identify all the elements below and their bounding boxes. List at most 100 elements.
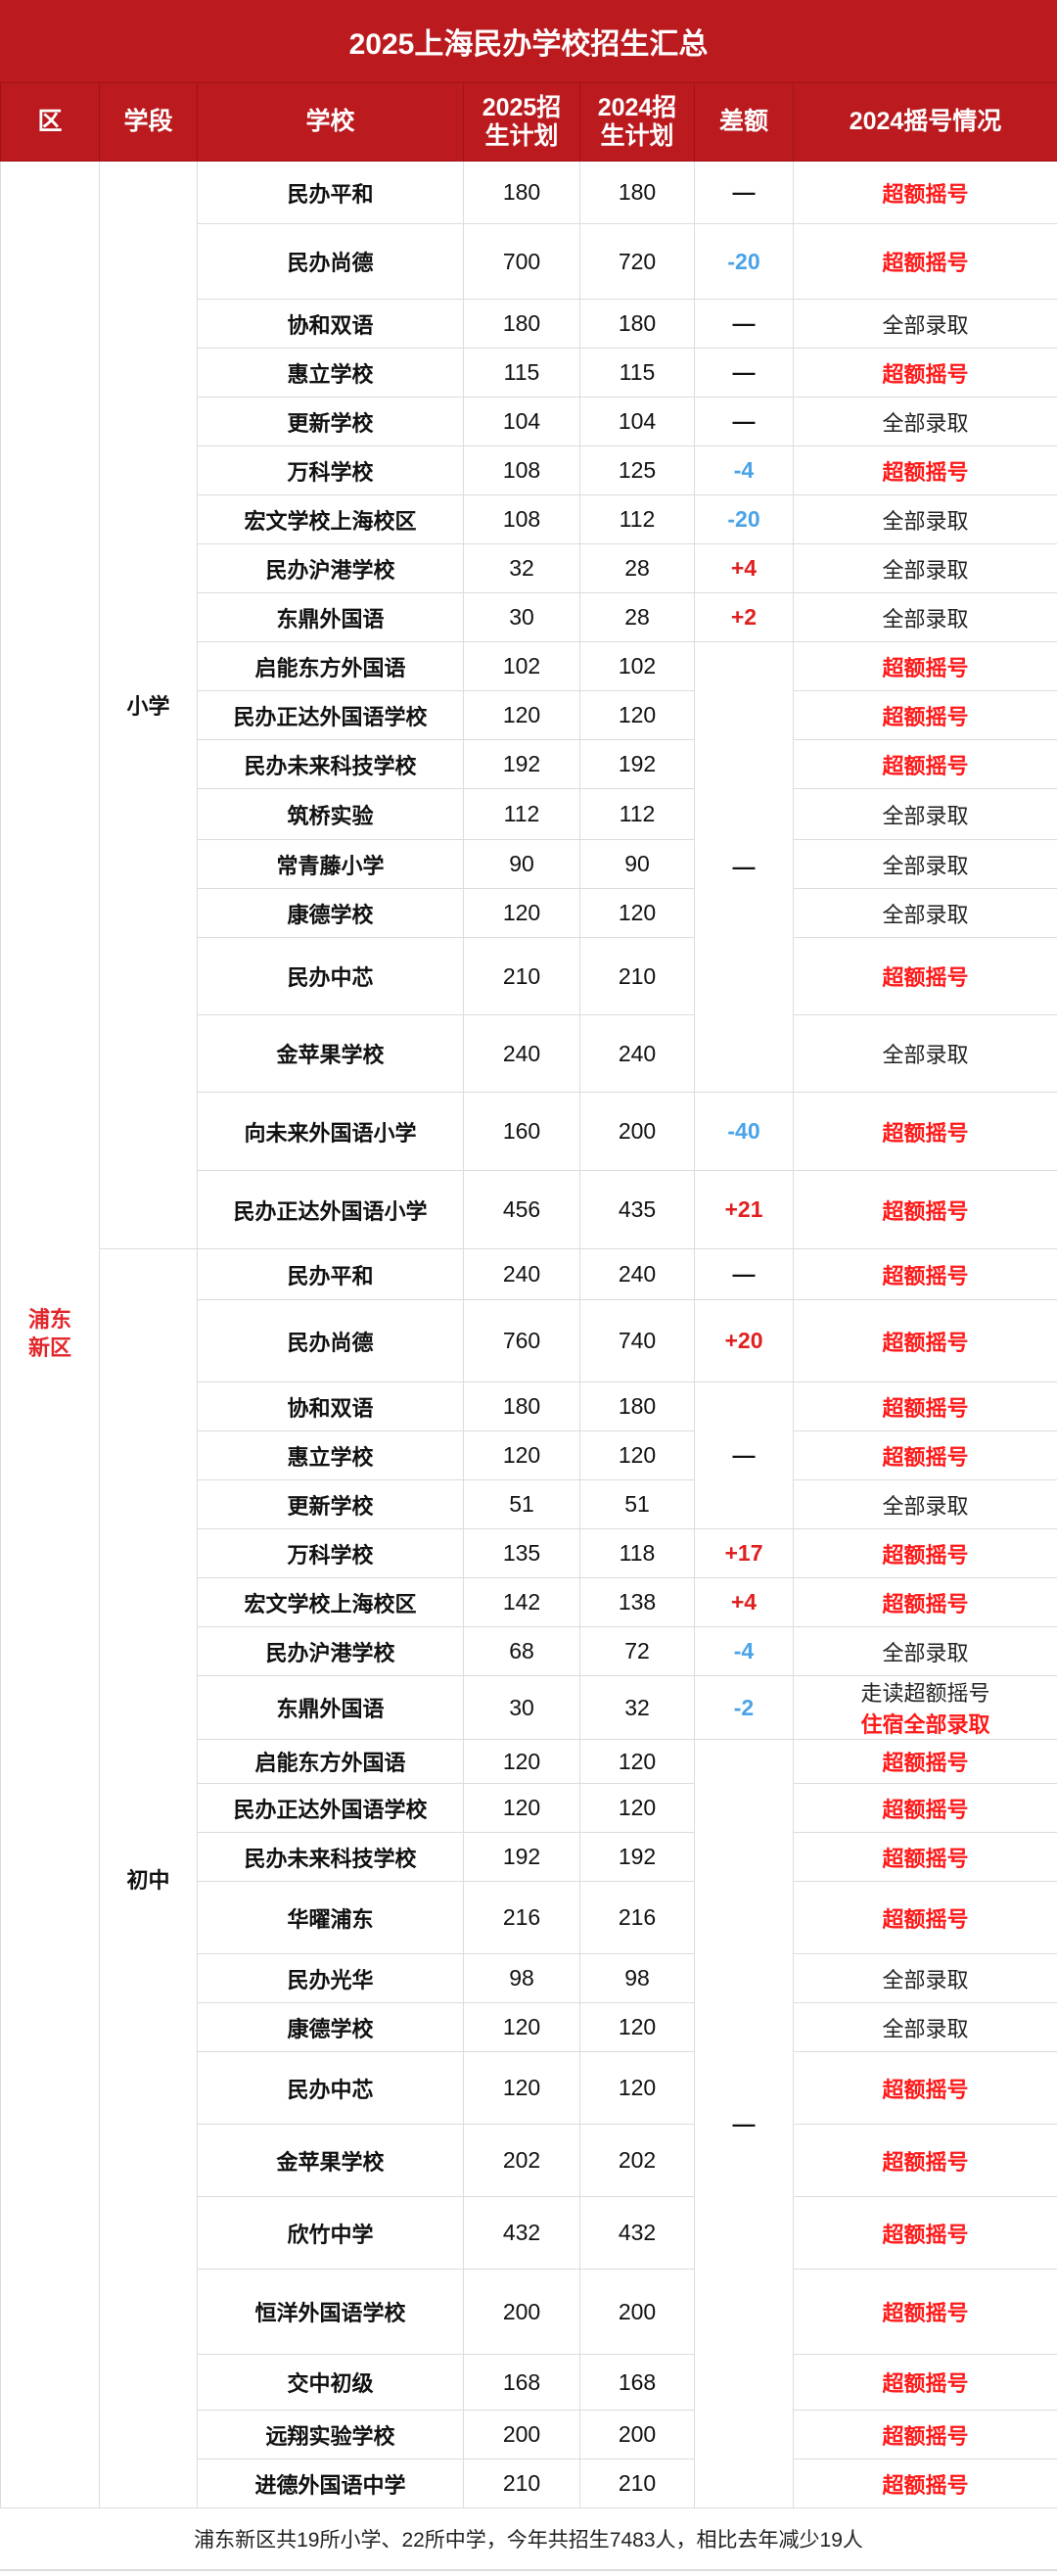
plan-2025: 210 <box>463 937 580 1015</box>
plan-2024: 118 <box>579 1528 695 1578</box>
enrollment-table: 区 学段 学校 2025招 生计划 2024招 生计划 差额 2024摇号情况 … <box>0 82 1057 2508</box>
header-plan-2024: 2024招 生计划 <box>579 82 695 162</box>
stage-cell: 小学 <box>99 161 198 1249</box>
school-name: 启能东方外国语 <box>197 1739 464 1784</box>
lottery-status: 超额摇号 <box>793 445 1057 495</box>
status-text: 全部录取 <box>882 1043 969 1067</box>
table-row: 东鼎外国语 30 28 +2 全部录取 <box>1 592 1057 642</box>
plan-2024: 28 <box>579 543 695 593</box>
plan-2024: 210 <box>579 937 695 1015</box>
lottery-status: 超额摇号 <box>793 1881 1057 1954</box>
plan-2025: 120 <box>463 1739 580 1784</box>
plan-2024: 210 <box>579 2459 695 2508</box>
diff-cell: +20 <box>694 1299 794 1382</box>
status-text: 超额摇号 <box>882 2077 969 2102</box>
plan-2025: 192 <box>463 1832 580 1882</box>
lottery-status: 超额摇号 <box>793 348 1057 398</box>
plan-2024: 192 <box>579 1832 695 1882</box>
school-name: 民办沪港学校 <box>197 1626 464 1676</box>
school-name: 欣竹中学 <box>197 2196 464 2270</box>
diff-cell: -2 <box>694 1675 794 1740</box>
lottery-status: 超额摇号 <box>793 690 1057 740</box>
status-text: 超额摇号 <box>882 1330 969 1355</box>
status-text: 超额摇号 <box>882 2149 969 2175</box>
school-name: 东鼎外国语 <box>197 592 464 642</box>
table-row: 东鼎外国语 30 32 -2 走读超额摇号 住宿全部录取 <box>1 1675 1057 1740</box>
lottery-status: 全部录取 <box>793 397 1057 446</box>
lottery-status: 超额摇号 <box>793 1783 1057 1833</box>
school-name: 常青藤小学 <box>197 839 464 889</box>
table-row: 康德学校 120 120 全部录取 <box>1 2002 1057 2052</box>
plan-2024: 120 <box>579 1430 695 1480</box>
plan-2025: 108 <box>463 445 580 495</box>
school-name: 民办中芯 <box>197 2051 464 2125</box>
status-text: 超额摇号 <box>882 1444 969 1470</box>
table-row: 康德学校 120 120 全部录取 <box>1 888 1057 938</box>
lottery-status: 超额摇号 <box>793 161 1057 224</box>
header-stage: 学段 <box>99 82 198 162</box>
plan-2025: 120 <box>463 1430 580 1480</box>
table-row: 恒洋外国语学校 200 200 超额摇号 <box>1 2269 1057 2355</box>
status-text: 全部录取 <box>882 853 969 878</box>
plan-2024: 740 <box>579 1299 695 1382</box>
school-name: 金苹果学校 <box>197 2124 464 2197</box>
status-text: 超额摇号 <box>882 2301 969 2325</box>
school-name: 万科学校 <box>197 445 464 495</box>
header-plan-2025: 2025招 生计划 <box>463 82 580 162</box>
school-name: 康德学校 <box>197 888 464 938</box>
plan-2024: 200 <box>579 1092 695 1171</box>
school-name: 民办正达外国语小学 <box>197 1170 464 1249</box>
plan-2024: 216 <box>579 1881 695 1954</box>
school-name: 华曜浦东 <box>197 1881 464 1954</box>
plan-2024: 200 <box>579 2410 695 2459</box>
plan-2025: 700 <box>463 223 580 300</box>
plan-2024: 112 <box>579 788 695 840</box>
status-text: 超额摇号 <box>882 1797 969 1822</box>
school-name: 民办正达外国语学校 <box>197 690 464 740</box>
plan-2024: 120 <box>579 2002 695 2052</box>
plan-2025: 180 <box>463 1382 580 1431</box>
school-name: 远翔实验学校 <box>197 2410 464 2459</box>
plan-2025: 90 <box>463 839 580 889</box>
diff-cell: — <box>694 348 794 398</box>
lottery-status: 全部录取 <box>793 2002 1057 2052</box>
plan-2024: 51 <box>579 1479 695 1529</box>
plan-2025: 120 <box>463 1783 580 1833</box>
table-row: 浦东 新区 小学 民办平和 180 180— 超额摇号 <box>0 161 1057 2508</box>
school-name: 民办尚德 <box>197 1299 464 1382</box>
school-name: 进德外国语中学 <box>197 2459 464 2508</box>
table-row: 协和双语 180 180— 全部录取 <box>1 299 1057 349</box>
table-row: 向未来外国语小学 160 200 -40 超额摇号 <box>1 1092 1057 1171</box>
plan-2024: 720 <box>579 223 695 300</box>
status-text: 超额摇号 <box>882 1906 969 1932</box>
school-name: 协和双语 <box>197 299 464 349</box>
diff-cell: +4 <box>694 543 794 593</box>
plan-2024: 240 <box>579 1248 695 1300</box>
diff-cell: — <box>694 1739 794 2508</box>
plan-2024: 240 <box>579 1014 695 1093</box>
diff-cell: — <box>694 299 794 349</box>
table-row: 协和双语 180 180— 超额摇号 <box>1 1382 1057 1529</box>
table-row: 启能东方外国语 120 120— 超额摇号 <box>1 1739 1057 2508</box>
school-name: 民办中芯 <box>197 937 464 1015</box>
plan-2025: 200 <box>463 2410 580 2459</box>
school-name: 民办未来科技学校 <box>197 739 464 789</box>
diff-cell: -20 <box>694 223 794 300</box>
table-row: 金苹果学校 202 202 超额摇号 <box>1 2124 1057 2197</box>
school-name: 民办尚德 <box>197 223 464 300</box>
school-name: 启能东方外国语 <box>197 641 464 691</box>
table-row: 民办沪港学校 32 28 +4 全部录取 <box>1 543 1057 593</box>
table-row: 更新学校 51 51 全部录取 <box>1 1479 1057 1529</box>
district-cell: 浦东 新区 <box>0 161 100 2508</box>
header-district: 区 <box>0 82 100 162</box>
lottery-status: 超额摇号 <box>793 2196 1057 2270</box>
status-text: 超额摇号 <box>882 1542 969 1568</box>
table-row: 民办沪港学校 68 72 -4 全部录取 <box>1 1626 1057 1676</box>
diff-cell: — <box>694 397 794 446</box>
diff-cell: — <box>694 1382 794 1529</box>
school-name: 更新学校 <box>197 1479 464 1529</box>
plan-2024: 180 <box>579 161 695 224</box>
plan-2025: 168 <box>463 2354 580 2411</box>
lottery-status: 全部录取 <box>793 494 1057 544</box>
plan-2025: 102 <box>463 641 580 691</box>
